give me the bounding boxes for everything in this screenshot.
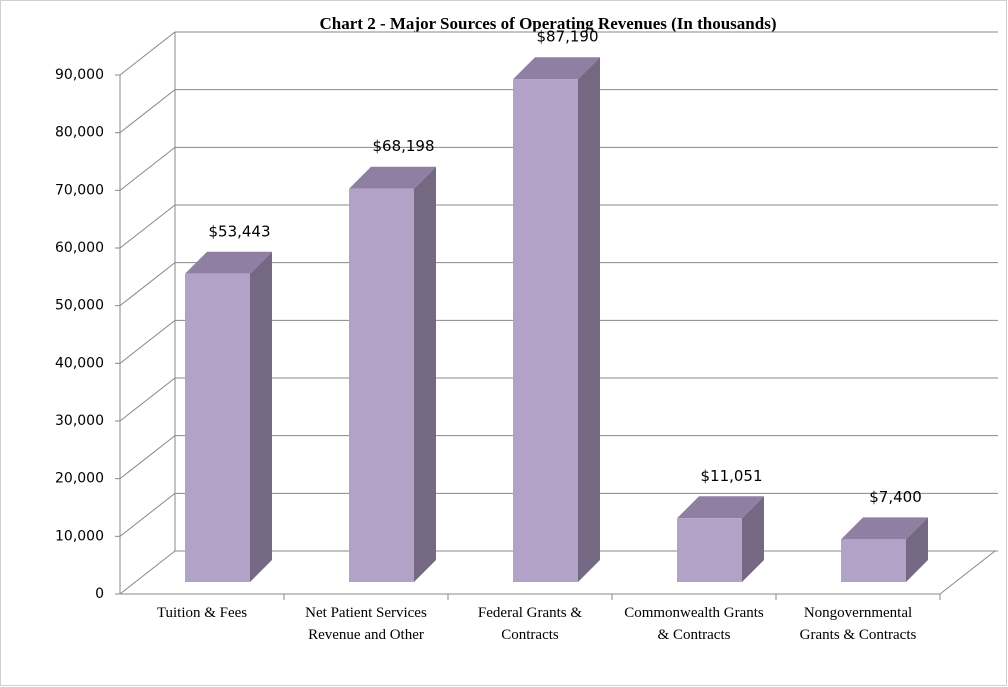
y-tick-label: 80,000 <box>55 125 104 141</box>
grid-line <box>119 204 998 249</box>
bar <box>841 539 906 582</box>
y-tick-label: 60,000 <box>55 240 104 256</box>
x-label-box: Tuition & Fees <box>156 605 248 621</box>
grid-line <box>119 89 998 134</box>
chart-title: Chart 2 - Major Sources of Operating Rev… <box>320 14 777 33</box>
bar-top <box>513 57 600 80</box>
value-label: $7,400 <box>869 488 922 506</box>
y-tick-label: 20,000 <box>55 471 104 487</box>
y-tick-label: 0 <box>95 586 104 602</box>
x-tick-label: Net Patient Services Revenue and Other <box>305 605 427 643</box>
bar-top <box>349 166 436 189</box>
bar-top <box>841 517 928 540</box>
bar <box>349 188 414 583</box>
x-label-box: Net Patient Services Revenue and Other <box>305 605 427 643</box>
y-tick-label: 30,000 <box>55 413 104 429</box>
bar <box>185 273 250 582</box>
value-label: $87,190 <box>536 28 598 46</box>
y-tick-label: 70,000 <box>55 182 104 198</box>
x-tick-label: Nongovernmental Grants & Contracts <box>799 605 917 643</box>
grid-line <box>119 377 998 422</box>
bar-top <box>185 251 272 274</box>
bar-side <box>414 166 436 583</box>
y-tick-label: 50,000 <box>55 298 104 314</box>
bar-side <box>906 517 928 582</box>
x-label-box: Federal Grants & Contracts <box>477 605 583 643</box>
bar-top <box>677 496 764 519</box>
bar <box>513 79 578 582</box>
grid-line <box>119 435 998 480</box>
y-tick-label: 10,000 <box>55 528 104 544</box>
x-label-box: Commonwealth Grants & Contracts <box>624 605 764 643</box>
grid-line <box>119 31 998 76</box>
value-label: $68,198 <box>372 137 434 155</box>
x-label-box: Nongovernmental Grants & Contracts <box>799 605 917 643</box>
bar-side <box>578 57 600 582</box>
x-tick-label: Commonwealth Grants & Contracts <box>624 605 764 643</box>
grid-line <box>119 262 998 307</box>
value-label: $53,443 <box>208 222 270 240</box>
grid-line <box>119 492 998 537</box>
bar <box>677 518 742 582</box>
y-tick-label: 40,000 <box>55 355 104 371</box>
grid-line <box>119 146 998 191</box>
bar-side <box>250 251 272 583</box>
grid-line <box>119 319 998 364</box>
value-label: $11,051 <box>700 467 762 485</box>
x-tick-label: Tuition & Fees <box>156 605 248 621</box>
x-tick-label: Federal Grants & Contracts <box>477 605 583 643</box>
bar-side <box>742 496 764 582</box>
y-tick-label: 90,000 <box>55 67 104 83</box>
